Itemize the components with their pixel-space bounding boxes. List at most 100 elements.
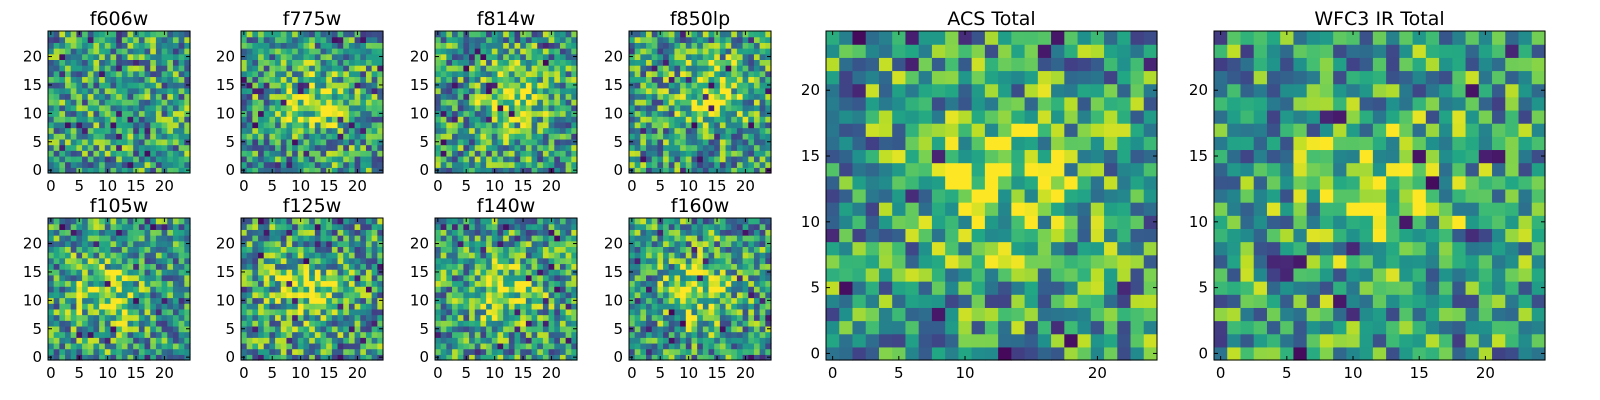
heatmap-cell: [446, 280, 453, 287]
heatmap-cell: [127, 116, 134, 123]
heatmap-cell: [93, 31, 100, 38]
heatmap-cell: [457, 133, 464, 140]
heatmap-cell: [685, 93, 693, 100]
heatmap-cell: [303, 65, 310, 72]
heatmap-cell: [537, 53, 544, 60]
heatmap-cell: [548, 76, 555, 83]
heatmap-cell: [474, 354, 482, 361]
heatmap-cell: [514, 150, 521, 157]
heatmap-cell: [508, 308, 516, 316]
heatmap-cell: [719, 325, 727, 333]
heatmap-cell: [503, 303, 510, 310]
heatmap-cell: [702, 320, 710, 327]
x-tick-label: 5: [267, 364, 277, 382]
heatmap-cell: [474, 280, 482, 287]
heatmap-cell: [337, 36, 344, 43]
heatmap-cell: [651, 320, 658, 327]
heatmap-cell: [469, 325, 476, 333]
heatmap-cell: [463, 104, 470, 112]
heatmap-cell: [435, 223, 442, 230]
heatmap-cell: [474, 150, 482, 157]
heatmap-cell: [360, 93, 367, 100]
heatmap-cell: [503, 42, 510, 49]
heatmap-cell: [452, 82, 459, 89]
heatmap-cell: [303, 342, 310, 350]
heatmap-cell: [241, 229, 248, 236]
heatmap-cell: [82, 274, 89, 282]
heatmap-cell: [263, 144, 270, 151]
heatmap-cell: [691, 297, 698, 304]
heatmap-cell: [371, 82, 378, 89]
heatmap-cell: [708, 110, 715, 117]
heatmap-cell: [491, 246, 499, 253]
heatmap-cell: [452, 70, 459, 78]
heatmap-cell: [697, 291, 704, 299]
heatmap-cell: [70, 308, 77, 316]
heatmap-cell: [554, 110, 561, 117]
heatmap-cell: [435, 116, 442, 123]
heatmap-cell: [82, 280, 89, 287]
heatmap-cell: [446, 127, 453, 134]
heatmap-cell: [480, 223, 487, 230]
heatmap-cell: [736, 297, 744, 304]
heatmap-cell: [554, 354, 561, 361]
heatmap-cell: [297, 252, 305, 259]
heatmap-cell: [172, 150, 180, 157]
heatmap-cell: [161, 286, 168, 293]
heatmap-cell: [742, 325, 749, 333]
heatmap-cell: [343, 246, 350, 253]
heatmap-cell: [491, 99, 499, 106]
heatmap-cell: [241, 303, 248, 310]
heatmap-cell: [246, 291, 253, 299]
heatmap-cell: [161, 291, 168, 299]
heatmap-cell: [377, 291, 384, 299]
heatmap-cell: [537, 161, 544, 168]
heatmap-cell: [680, 337, 687, 344]
heatmap-cell: [646, 354, 653, 361]
heatmap-cell: [657, 342, 664, 350]
heatmap-cell: [320, 291, 327, 299]
heatmap-cell: [525, 48, 533, 55]
heatmap-cell: [765, 42, 772, 49]
heatmap-cell: [263, 218, 270, 225]
heatmap-cell: [110, 144, 117, 151]
heatmap-cell: [87, 93, 95, 100]
heatmap-cell: [691, 155, 698, 163]
heatmap-cell: [542, 104, 550, 112]
heatmap-cell: [150, 246, 157, 253]
heatmap-cell: [167, 59, 174, 66]
heatmap-cell: [246, 161, 253, 168]
heatmap-cell: [486, 314, 493, 321]
heatmap-cell: [542, 223, 550, 230]
heatmap-cell: [508, 252, 516, 259]
heatmap-cell: [184, 93, 191, 100]
heatmap-cell: [542, 286, 550, 293]
heatmap-cell: [634, 320, 641, 327]
heatmap-cell: [93, 82, 100, 89]
heatmap-cell: [53, 240, 60, 247]
heatmap-cell: [331, 76, 339, 83]
heatmap-cell: [263, 286, 270, 293]
heatmap-cell: [646, 297, 653, 304]
heatmap-cell: [246, 263, 253, 270]
heatmap-cell: [640, 308, 647, 316]
heatmap-cell: [651, 121, 658, 129]
heatmap-cell: [178, 223, 185, 230]
heatmap-cell: [280, 286, 288, 293]
heatmap-cell: [736, 36, 744, 43]
heatmap-cell: [668, 31, 676, 38]
heatmap-cell: [753, 70, 761, 78]
heatmap-cell: [452, 303, 459, 310]
heatmap-cell: [708, 308, 715, 316]
heatmap-cell: [184, 127, 191, 134]
heatmap-cell: [497, 70, 504, 78]
heatmap-cell: [554, 76, 561, 83]
heatmap-cell: [263, 342, 270, 350]
heatmap-cell: [697, 110, 704, 117]
heatmap-cell: [104, 280, 112, 287]
heatmap-cell: [640, 104, 647, 112]
heatmap-cell: [571, 223, 578, 230]
heatmap-cell: [565, 354, 572, 361]
heatmap-cell: [144, 93, 151, 100]
heatmap-cell: [348, 337, 356, 344]
